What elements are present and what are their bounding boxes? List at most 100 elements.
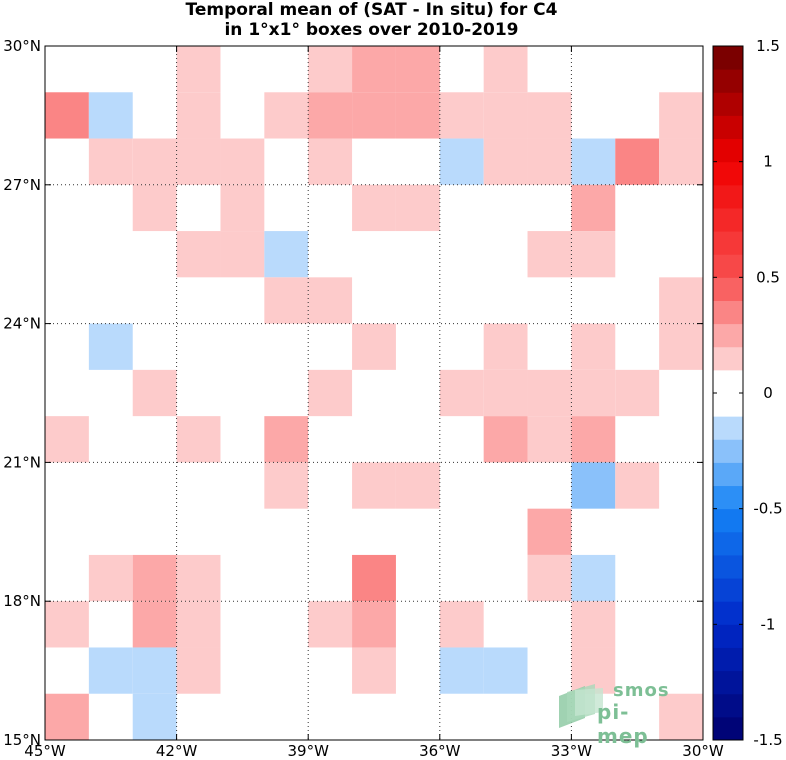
colorbar-segment	[713, 184, 743, 209]
heatmap-cell	[439, 92, 484, 139]
colorbar-segment	[713, 393, 743, 417]
colorbar-tick-label: -1.5	[753, 731, 782, 749]
colorbar-segment	[713, 624, 743, 648]
heatmap-cell	[483, 138, 528, 185]
heatmap-cell	[352, 92, 396, 139]
heatmap-cell	[615, 462, 660, 509]
heatmap-cell	[483, 46, 528, 93]
colorbar-segment	[713, 300, 743, 325]
heatmap-cell	[264, 231, 309, 278]
heatmap-cell	[88, 138, 133, 185]
colorbar-tick-label: 1.5	[756, 37, 780, 55]
heatmap-cell	[527, 138, 572, 185]
y-tick-label: 18°N	[3, 592, 41, 610]
heatmap-cell	[132, 693, 177, 740]
heatmap-cell	[527, 416, 572, 463]
colorbar-segment	[713, 416, 743, 440]
colorbar-segment	[713, 138, 743, 163]
heatmap-cell	[176, 601, 221, 648]
heatmap-cell	[659, 92, 703, 139]
colorbar-tick-label: 0	[763, 384, 773, 402]
colorbar-tick-label: -0.5	[753, 500, 782, 518]
heatmap-cell	[483, 92, 528, 139]
x-tick-label: 45°W	[24, 742, 66, 760]
heatmap-cell	[659, 693, 703, 740]
heatmap-cell	[527, 231, 572, 278]
heatmap-cell	[132, 601, 177, 648]
colorbar	[712, 45, 744, 741]
y-tick-label: 21°N	[3, 453, 41, 471]
heatmap-cell	[45, 601, 89, 648]
colorbar-segment	[713, 439, 743, 463]
logo-text-line-1: smos	[613, 680, 670, 701]
colorbar-segment	[713, 716, 743, 741]
map-title: Temporal mean of (SAT - In situ) for C4 …	[0, 0, 743, 40]
heatmap-cell	[352, 462, 396, 509]
heatmap-cell	[132, 369, 177, 417]
heatmap-cell	[439, 138, 484, 185]
colorbar-tick-label: 0.5	[756, 268, 780, 286]
heatmap-cell	[571, 601, 616, 648]
heatmap-cell	[659, 277, 703, 324]
heatmap-cell	[176, 231, 221, 278]
heatmap-cell	[88, 647, 133, 694]
heatmap-cell	[264, 462, 309, 509]
colorbar-segment	[713, 323, 743, 348]
colorbar-segment	[713, 69, 743, 93]
heatmap-cell	[395, 46, 440, 93]
heatmap-cell	[439, 369, 484, 417]
colorbar-segment	[713, 578, 743, 602]
heatmap-cell	[176, 647, 221, 694]
heatmap-cell	[264, 277, 309, 324]
colorbar-segment	[713, 670, 743, 695]
colorbar-ticks: 1.5 1 0.5 0 -0.5 -1 -1.5	[713, 37, 783, 749]
heatmap-cell	[264, 92, 309, 139]
colorbar-segment	[713, 554, 743, 579]
heatmap-cell	[308, 601, 353, 648]
heatmap-cell	[308, 46, 353, 93]
colorbar-segment	[713, 531, 743, 556]
colorbar-segment	[713, 231, 743, 255]
heatmap-cell	[615, 369, 660, 417]
heatmap-cell	[308, 369, 353, 417]
heatmap-cell	[483, 416, 528, 463]
heatmap-cell	[352, 184, 396, 232]
logo-mark-icon	[559, 684, 603, 728]
colorbar-segment	[713, 161, 743, 186]
heatmap-cell	[615, 138, 660, 185]
heatmap-cell	[264, 416, 309, 463]
heatmap-cell	[395, 92, 440, 139]
colorbar-segment	[713, 346, 743, 371]
heatmap-cell	[132, 184, 177, 232]
heatmap-cell	[571, 554, 616, 602]
heatmap-cell	[45, 693, 89, 740]
heatmap-cell	[352, 647, 396, 694]
heatmap-cell	[527, 554, 572, 602]
colorbar-segment	[713, 277, 743, 301]
heatmap-cell	[45, 92, 89, 139]
colorbar-segment	[713, 369, 743, 394]
heatmap-cell	[395, 462, 440, 509]
x-tick-label: 33°W	[551, 742, 593, 760]
heatmap-cell	[571, 369, 616, 417]
y-tick-label: 30°N	[3, 37, 41, 55]
heatmap-cell	[88, 554, 133, 602]
heatmap-cell	[88, 92, 133, 139]
logo-text-line-2: pi-mep	[597, 700, 649, 748]
heatmap-cell	[352, 46, 396, 93]
heatmap-cell	[308, 138, 353, 185]
colorbar-segment	[713, 46, 743, 70]
colorbar-tick-label: -1	[761, 615, 776, 633]
heatmap-cell	[308, 92, 353, 139]
y-tick-label: 27°N	[3, 176, 41, 194]
y-tick-label: 24°N	[3, 315, 41, 333]
title-line-1: Temporal mean of (SAT - In situ) for C4	[185, 0, 558, 20]
colorbar-segment	[713, 485, 743, 510]
heatmap-cell	[527, 508, 572, 555]
colorbar-segment	[713, 115, 743, 140]
y-tick-label: 15°N	[3, 731, 41, 749]
colorbar-segment	[713, 647, 743, 672]
heatmap-cell	[483, 323, 528, 370]
colorbar-segment	[713, 254, 743, 278]
